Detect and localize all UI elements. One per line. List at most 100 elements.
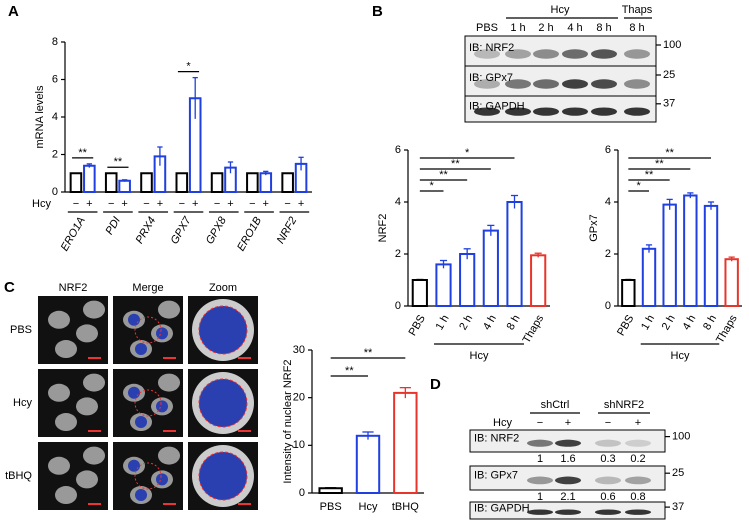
- sig-label: **: [655, 158, 664, 170]
- x-tick-label: GPX8: [204, 214, 230, 246]
- y-tick-label: 0: [52, 186, 58, 198]
- error-bar: [399, 387, 411, 399]
- error-bar: [362, 431, 374, 440]
- bar: [683, 194, 698, 307]
- x-tick-label: Thaps: [521, 313, 547, 346]
- row-label: PBS: [10, 324, 32, 336]
- bar: [318, 487, 343, 495]
- blot-band: [595, 476, 621, 485]
- column-label: NRF2: [59, 282, 88, 294]
- blot-band: [505, 79, 531, 89]
- x-sub-label: −: [108, 198, 114, 210]
- bar: [411, 279, 428, 307]
- nucleus: [156, 327, 168, 340]
- cell: [83, 300, 105, 319]
- nucleus: [135, 416, 147, 429]
- error-bar: [86, 163, 92, 168]
- sig-label: *: [430, 180, 435, 192]
- cell: [76, 470, 98, 489]
- y-tick-label: 0: [395, 300, 401, 312]
- group-label: shCtrl: [541, 399, 570, 411]
- roi: [134, 316, 162, 344]
- bar: [210, 172, 224, 193]
- error-bar: [687, 192, 694, 199]
- blot-row-label: IB: NRF2: [474, 433, 519, 445]
- bar: [118, 179, 131, 193]
- bar: [482, 229, 499, 308]
- x-tick-label: PBS: [407, 313, 428, 338]
- blot-band: [624, 49, 650, 59]
- nucleus: [156, 400, 168, 413]
- blot-band: [562, 49, 588, 59]
- column-label: Merge: [132, 282, 163, 294]
- sig-label: *: [465, 147, 470, 159]
- quant-label: 1: [537, 453, 543, 465]
- y-tick-label: 2: [605, 248, 611, 260]
- bar: [724, 258, 739, 308]
- error-bar: [707, 201, 715, 210]
- marker-label: 37: [672, 501, 684, 513]
- blot-band: [591, 107, 617, 116]
- x-tick-label: GPX7: [169, 214, 195, 246]
- blot-band: [562, 79, 588, 89]
- group-label: Thaps: [622, 4, 653, 16]
- lane-label: +: [565, 417, 571, 429]
- bar: [506, 201, 523, 307]
- sig-label: **: [451, 158, 460, 170]
- quant-label: 1: [537, 491, 543, 503]
- x-sub-label: +: [227, 198, 233, 210]
- x-tick-label: 8 h: [701, 313, 719, 332]
- sig-label: **: [345, 365, 354, 377]
- y-axis-label: GPx7: [588, 214, 600, 242]
- blot-band: [505, 107, 531, 116]
- y-axis-label: Intensity of nuclear NRF2: [282, 359, 294, 483]
- x-tick-label: tBHQ: [392, 501, 419, 513]
- y-tick-label: 6: [605, 144, 611, 156]
- x-sub-label: −: [249, 198, 255, 210]
- y-tick-label: 2: [52, 148, 58, 160]
- bar: [530, 254, 547, 308]
- error-bar: [463, 248, 471, 260]
- marker-label: 25: [663, 69, 675, 81]
- bar: [140, 172, 153, 193]
- blot-band: [591, 79, 617, 89]
- sig-label: **: [439, 169, 448, 181]
- y-tick-label: 4: [395, 196, 401, 208]
- x-sub-label: +: [192, 198, 198, 210]
- blot-row-label: IB: NRF2: [469, 42, 514, 54]
- group-label: Hcy: [470, 350, 489, 362]
- row-label: Hcy: [493, 417, 512, 429]
- cell: [55, 486, 77, 505]
- x-sub-label: +: [121, 198, 127, 210]
- cell: [158, 300, 180, 319]
- roi: [134, 389, 162, 417]
- bar: [69, 172, 83, 193]
- lane-label: −: [605, 417, 611, 429]
- bar: [259, 172, 273, 193]
- quant-label: 0.8: [630, 491, 645, 503]
- x-sub-label: +: [86, 198, 92, 210]
- blot-row-label: IB: GPx7: [469, 72, 513, 84]
- row-label: tBHQ: [5, 470, 32, 482]
- row-label: Hcy: [13, 397, 32, 409]
- y-axis-label: NRF2: [377, 214, 389, 243]
- x-sub-label: +: [298, 198, 304, 210]
- x-tick-label: 1 h: [434, 313, 452, 332]
- sig-label: **: [114, 156, 123, 168]
- error-bar: [487, 224, 495, 236]
- bar: [662, 203, 677, 308]
- roi: [134, 462, 162, 490]
- blot-band: [595, 439, 621, 447]
- cell: [48, 456, 70, 475]
- x-tick-label: Thaps: [714, 313, 740, 346]
- error-bar: [416, 278, 424, 281]
- blot-band: [624, 79, 650, 89]
- error-bar: [263, 170, 269, 176]
- cell: [48, 310, 70, 329]
- blot-row-label: IB: GAPDH: [474, 503, 530, 515]
- marker-label: 25: [672, 467, 684, 479]
- bar: [621, 279, 636, 307]
- bar: [459, 253, 476, 307]
- x-sub-label: −: [284, 198, 290, 210]
